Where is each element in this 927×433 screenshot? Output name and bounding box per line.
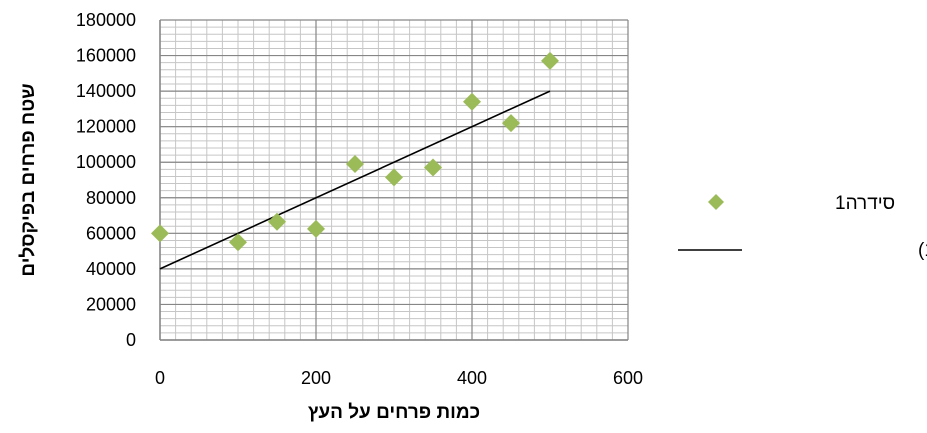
y-tick-label: 160000 [76,46,136,66]
data-point [502,114,520,133]
data-point [346,155,364,173]
x-tick-label: 400 [457,368,487,388]
y-tick-label: 60000 [86,223,136,243]
data-point [151,224,169,243]
y-axis-title: שטח פרחים בפיקסלים [18,83,39,276]
y-tick-label: 140000 [76,81,136,101]
data-point [229,233,247,252]
y-tick-labels: 0 20000 40000 60000 80000 100000 120000 140000 1… [76,10,136,350]
legend-label-series1: סידרה1 [835,193,895,214]
x-axis-title: כמות פרחים על העץ [308,402,480,423]
y-tick-label: 0 [126,330,136,350]
x-tick-label: 600 [613,368,643,388]
trendline [159,90,551,270]
y-tick-label: 20000 [86,294,136,314]
data-point [541,51,559,70]
y-tick-label: 120000 [76,117,136,137]
x-tick-label: 200 [301,368,331,388]
legend-label-trendline: ליניארי (סידרה1) [918,240,927,261]
y-tick-label: 180000 [76,10,136,30]
data-point [307,219,325,238]
data-point [268,212,286,231]
y-tick-label: 100000 [76,152,136,172]
data-point [463,92,481,111]
y-tick-label: 80000 [86,188,136,208]
legend: סידרה1 ליניארי (סידרה1) [678,193,927,261]
trendline-layer [159,90,551,270]
legend-marker-diamond [708,194,724,210]
data-point [385,168,403,187]
x-tick-labels: 0 200 400 600 [155,368,643,388]
y-tick-label: 40000 [86,259,136,279]
data-points [151,51,559,252]
data-point [424,158,442,177]
x-tick-label: 0 [155,368,165,388]
